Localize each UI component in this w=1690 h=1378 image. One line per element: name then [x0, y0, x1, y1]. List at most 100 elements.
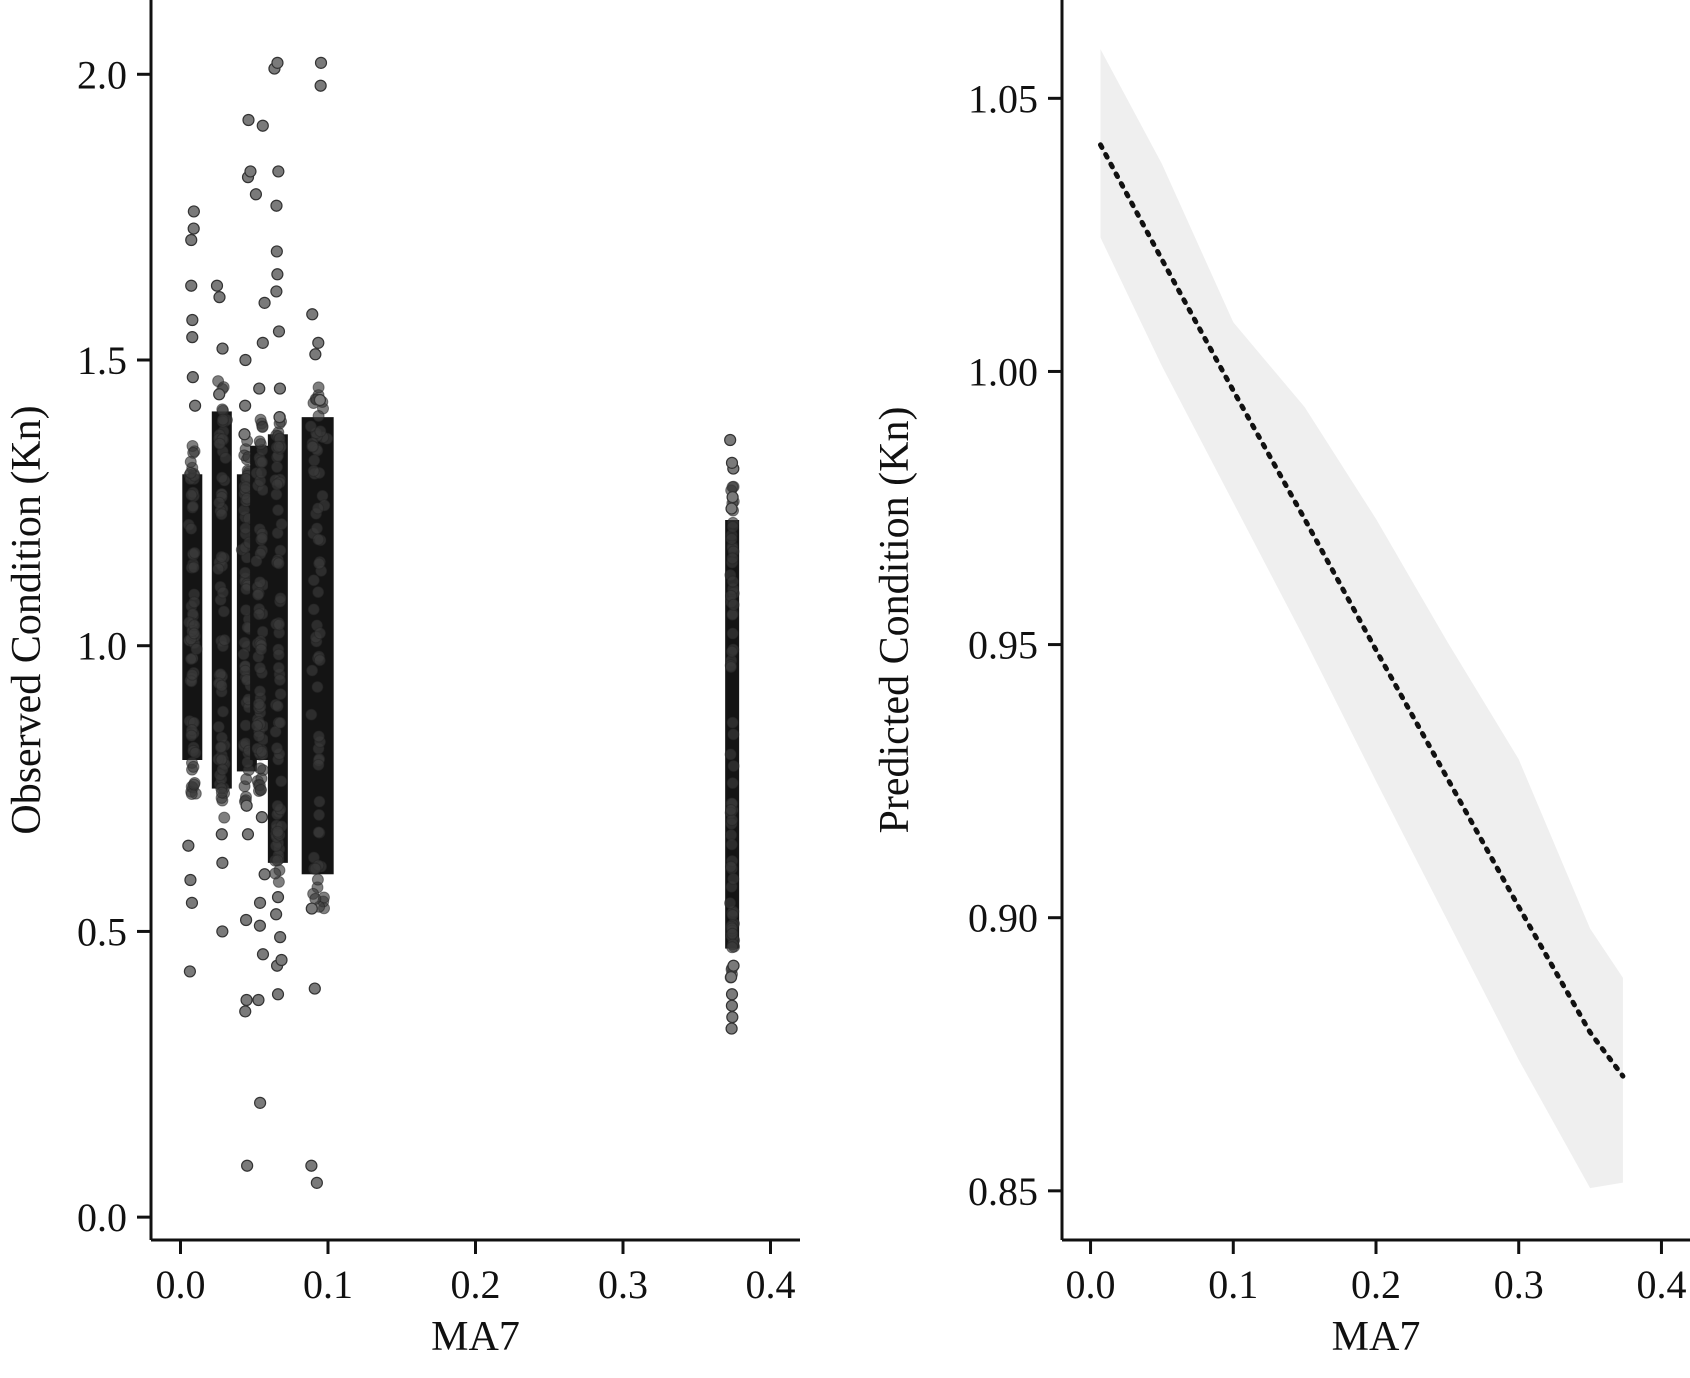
- observed-point: [726, 481, 739, 494]
- x-tick-label: 0.2: [451, 1262, 501, 1307]
- observed-point: [305, 1159, 318, 1172]
- observed-point: [212, 562, 225, 575]
- observed-point: [274, 716, 287, 729]
- y-tick-label: 0.85: [968, 1169, 1038, 1214]
- observed-point: [185, 488, 198, 501]
- observed-point: [185, 653, 198, 666]
- observed-point: [240, 583, 253, 596]
- observed-point: [239, 719, 252, 732]
- observed-point: [215, 679, 228, 692]
- observed-point: [309, 862, 322, 875]
- y-tick-label: 0.90: [968, 896, 1038, 941]
- y-tick-label: 0.95: [968, 623, 1038, 668]
- observed-point: [237, 648, 250, 661]
- observed-point: [270, 742, 283, 755]
- observed-point: [313, 393, 327, 407]
- observed-point: [272, 440, 285, 453]
- observed-point: [215, 508, 228, 521]
- observed-point: [314, 56, 328, 69]
- right-y-axis-title: Predicted Condition (Kn): [872, 407, 918, 834]
- observed-point: [217, 605, 230, 618]
- observed-point: [215, 753, 228, 766]
- x-tick-label: 0.0: [1066, 1262, 1116, 1307]
- observed-point: [272, 325, 286, 338]
- observed-point: [189, 746, 202, 759]
- observed-point: [253, 1096, 267, 1109]
- observed-point: [306, 308, 319, 321]
- observed-point: [275, 518, 288, 531]
- observed-point: [216, 925, 229, 938]
- observed-point: [313, 627, 326, 640]
- observed-point: [239, 353, 252, 367]
- observed-point: [219, 451, 232, 464]
- observed-point: [274, 931, 287, 944]
- observed-point: [305, 902, 318, 915]
- observed-point: [313, 557, 326, 570]
- observed-point: [255, 643, 268, 656]
- observed-point: [271, 56, 284, 69]
- observed-point: [312, 826, 325, 839]
- observed-point: [213, 496, 226, 509]
- observed-point: [273, 382, 287, 395]
- observed-point: [252, 697, 265, 710]
- observed-point: [313, 808, 326, 821]
- observed-point: [726, 552, 739, 565]
- observed-point: [311, 873, 324, 886]
- observed-point: [213, 437, 226, 450]
- observed-point: [312, 730, 325, 743]
- observed-point: [251, 719, 264, 732]
- observed-point: [184, 466, 197, 479]
- point-cluster-core: [250, 445, 271, 760]
- observed-point: [216, 763, 229, 776]
- observed-point: [256, 532, 269, 545]
- observed-point: [726, 777, 739, 790]
- x-tick-label: 0.1: [1208, 1262, 1258, 1307]
- observed-point: [312, 533, 325, 546]
- observed-point: [184, 455, 197, 468]
- observed-point: [272, 557, 285, 570]
- x-tick-label: 0.2: [1351, 1262, 1401, 1307]
- observed-point: [252, 588, 265, 601]
- observed-point: [256, 119, 269, 132]
- observed-point: [217, 705, 230, 718]
- observed-point: [272, 661, 285, 674]
- observed-point: [186, 331, 199, 344]
- observed-point: [253, 896, 267, 909]
- observed-point: [239, 1005, 252, 1018]
- observed-point: [275, 775, 288, 788]
- observed-point: [306, 664, 319, 677]
- observed-point: [271, 268, 284, 281]
- observed-point: [190, 642, 203, 655]
- observed-point: [239, 566, 252, 579]
- observed-point: [240, 773, 253, 786]
- x-tick-label: 0.3: [598, 1262, 648, 1307]
- x-tick-label: 0.4: [746, 1262, 796, 1307]
- observed-point: [725, 456, 739, 469]
- observed-point: [271, 825, 284, 838]
- observed-point: [216, 586, 229, 599]
- observed-point: [308, 454, 321, 467]
- observed-point: [312, 758, 325, 771]
- y-tick-label: 1.05: [968, 76, 1038, 121]
- observed-point: [253, 435, 266, 448]
- observed-point: [725, 988, 739, 1001]
- observed-point: [253, 608, 266, 621]
- observed-point: [310, 1176, 323, 1189]
- observed-point: [308, 982, 321, 995]
- observed-point: [256, 420, 269, 433]
- x-tick-label: 0.1: [303, 1262, 353, 1307]
- observed-point: [305, 708, 318, 721]
- y-tick-label: 0.0: [77, 1195, 127, 1240]
- observed-point: [725, 999, 739, 1012]
- observed-point: [216, 471, 229, 484]
- observed-point: [188, 627, 201, 640]
- observed-point: [724, 860, 737, 873]
- observed-point: [215, 550, 228, 563]
- observed-point: [726, 627, 739, 640]
- observed-point: [312, 381, 325, 394]
- observed-point: [725, 532, 738, 545]
- observed-point: [272, 165, 285, 178]
- observed-point: [270, 245, 283, 258]
- observed-point: [253, 382, 266, 395]
- observed-point: [270, 908, 283, 921]
